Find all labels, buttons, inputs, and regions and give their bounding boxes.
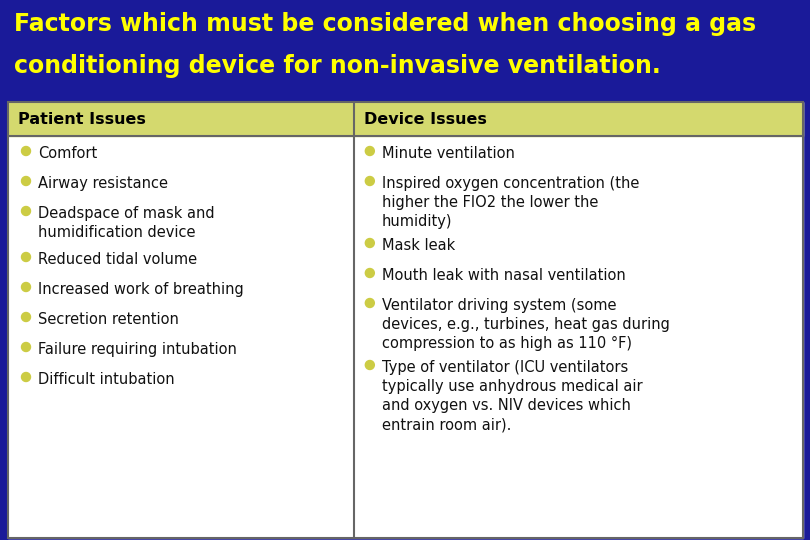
Text: Factors which must be considered when choosing a gas: Factors which must be considered when ch… <box>14 12 756 36</box>
Text: Inspired oxygen concentration (the
higher the FIO2 the lower the
humidity): Inspired oxygen concentration (the highe… <box>382 176 639 230</box>
Text: Mouth leak with nasal ventilation: Mouth leak with nasal ventilation <box>382 268 625 283</box>
Text: Minute ventilation: Minute ventilation <box>382 146 514 161</box>
Text: Device Issues: Device Issues <box>364 111 487 126</box>
Circle shape <box>22 253 31 261</box>
Circle shape <box>22 342 31 352</box>
Text: Ventilator driving system (some
devices, e.g., turbines, heat gas during
compres: Ventilator driving system (some devices,… <box>382 298 670 352</box>
Bar <box>8 102 803 538</box>
Text: Difficult intubation: Difficult intubation <box>38 372 175 387</box>
Circle shape <box>22 282 31 292</box>
Text: Patient Issues: Patient Issues <box>18 111 146 126</box>
Text: Mask leak: Mask leak <box>382 238 455 253</box>
Text: Airway resistance: Airway resistance <box>38 176 168 191</box>
Circle shape <box>365 299 374 307</box>
Bar <box>8 102 803 136</box>
Text: conditioning device for non-invasive ventilation.: conditioning device for non-invasive ven… <box>14 54 661 78</box>
Circle shape <box>22 146 31 156</box>
Circle shape <box>365 361 374 369</box>
Circle shape <box>365 239 374 247</box>
Circle shape <box>365 268 374 278</box>
Text: Failure requiring intubation: Failure requiring intubation <box>38 342 237 357</box>
Circle shape <box>22 206 31 215</box>
Text: Comfort: Comfort <box>38 146 97 161</box>
Circle shape <box>365 177 374 186</box>
Circle shape <box>22 177 31 186</box>
Text: Secretion retention: Secretion retention <box>38 312 179 327</box>
Bar <box>8 102 803 538</box>
Circle shape <box>22 313 31 321</box>
Text: Deadspace of mask and
humidification device: Deadspace of mask and humidification dev… <box>38 206 215 240</box>
Text: Reduced tidal volume: Reduced tidal volume <box>38 252 197 267</box>
Text: Increased work of breathing: Increased work of breathing <box>38 282 244 297</box>
Bar <box>0 0 810 100</box>
Circle shape <box>22 373 31 381</box>
Circle shape <box>365 146 374 156</box>
Text: Type of ventilator (ICU ventilators
typically use anhydrous medical air
and oxyg: Type of ventilator (ICU ventilators typi… <box>382 360 642 433</box>
